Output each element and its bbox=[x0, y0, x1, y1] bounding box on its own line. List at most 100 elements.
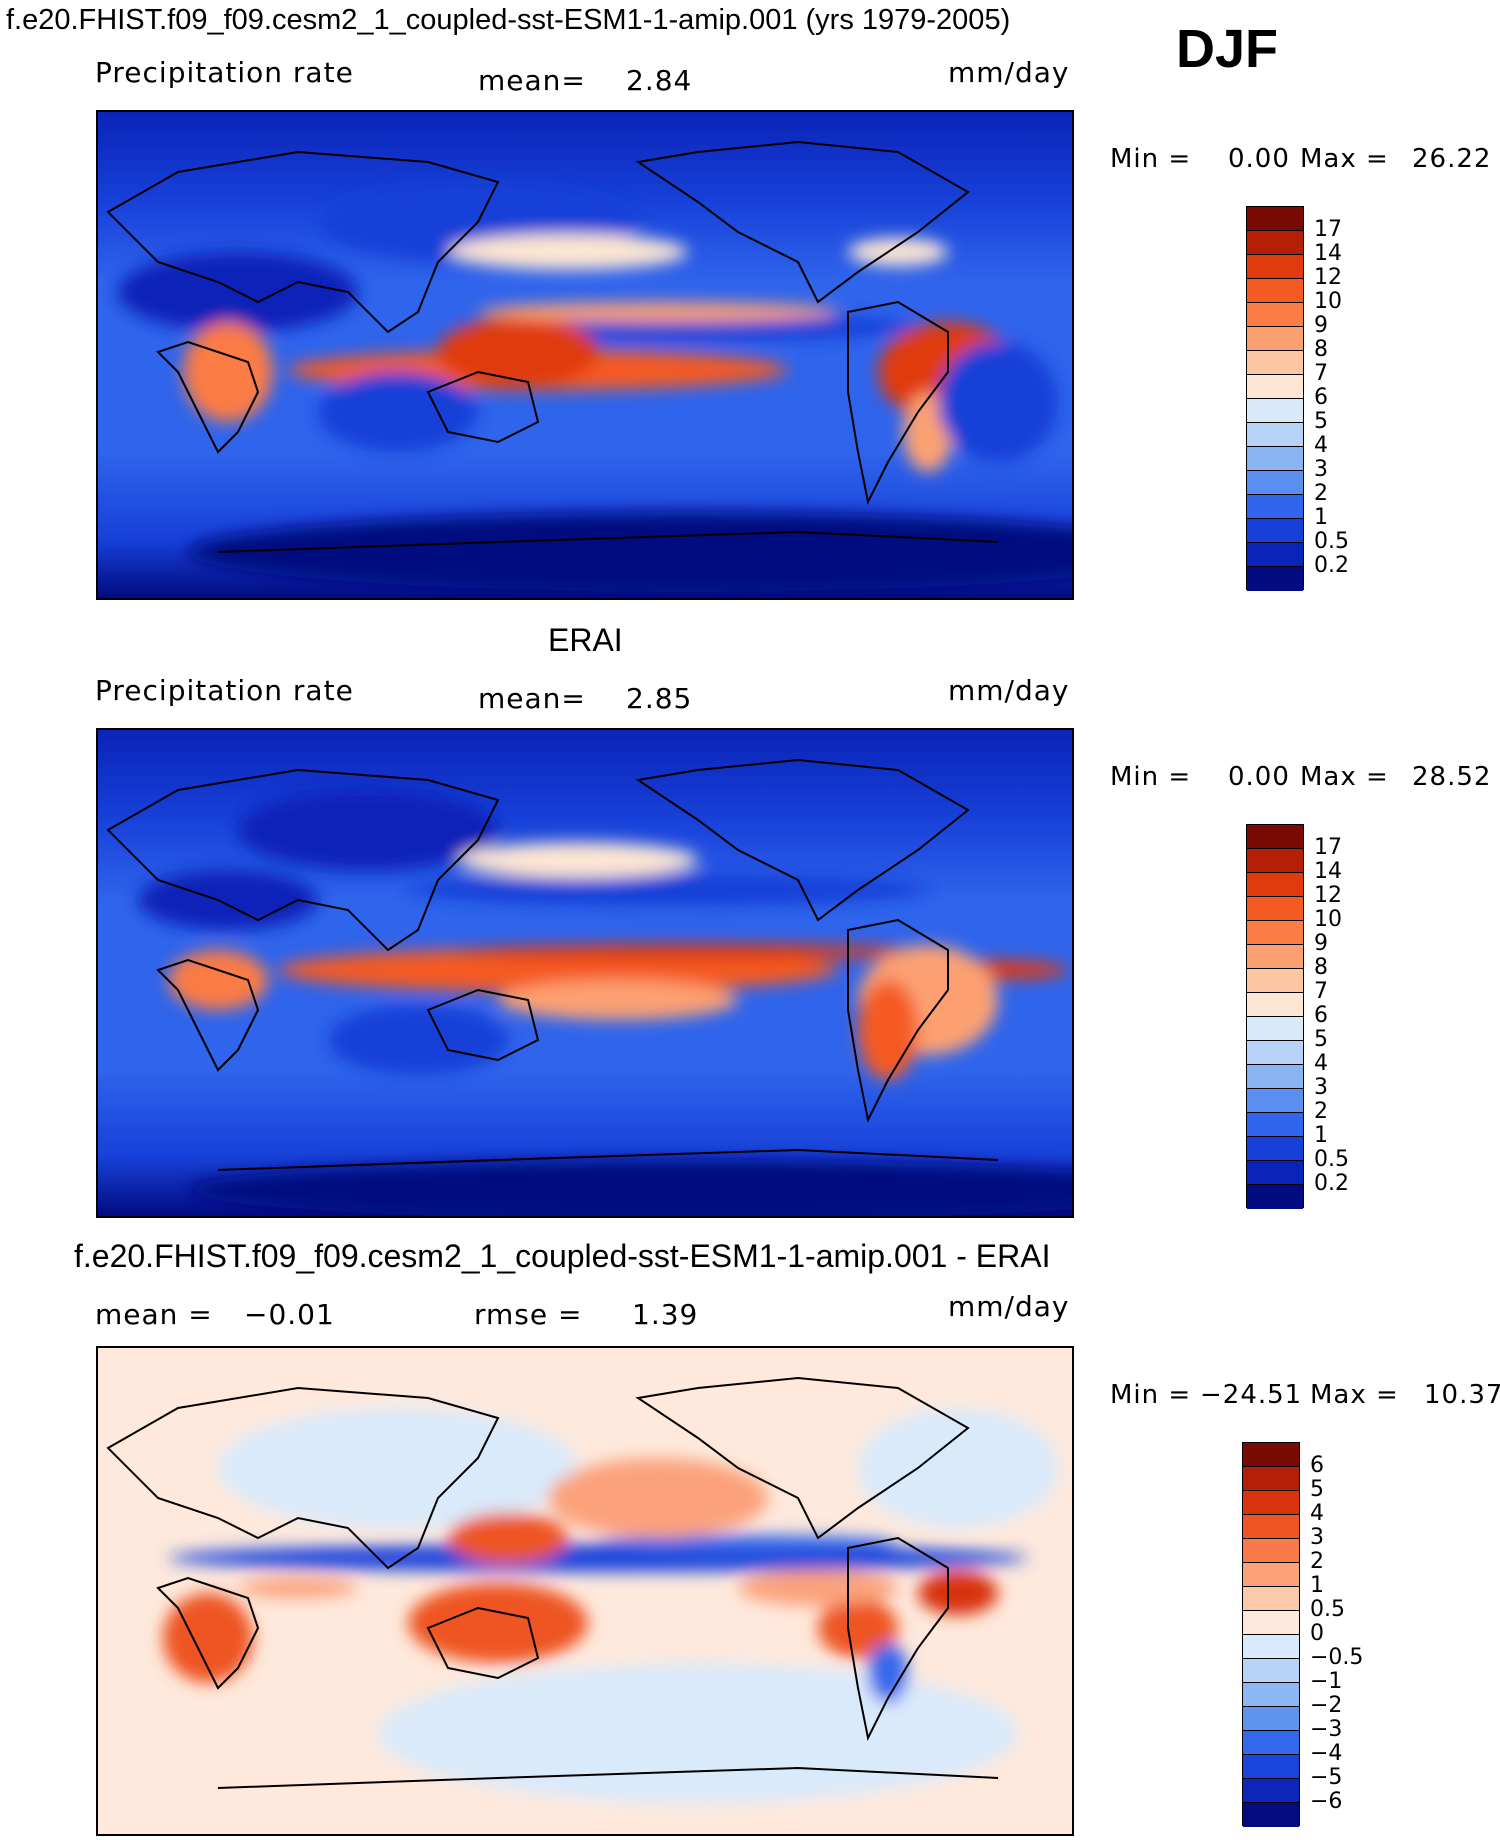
colorbar-tick-label: 5 bbox=[1310, 1477, 1324, 1502]
colorbar-segment bbox=[1247, 351, 1303, 375]
panel2-precip-map bbox=[96, 728, 1074, 1218]
colorbar-segment bbox=[1247, 375, 1303, 399]
colorbar-tick-label: 6 bbox=[1310, 1453, 1324, 1478]
colorbar-segment bbox=[1247, 231, 1303, 255]
panel1-mean-value: 2.84 bbox=[626, 64, 693, 97]
colorbar-segment bbox=[1247, 969, 1303, 993]
panel3-colorbar: 6 5 4 3 2 1 0.5 0 −0.5 −1 −2 −3 −4 −5 −6 bbox=[1242, 1442, 1363, 1827]
panel1-max-label: Max = bbox=[1300, 144, 1389, 174]
colorbar-tick-label: 8 bbox=[1314, 337, 1328, 362]
colorbar-tick-label: 1 bbox=[1314, 505, 1328, 530]
panel2-min-value: 0.00 bbox=[1228, 762, 1290, 792]
colorbar-tick-label: 17 bbox=[1314, 835, 1342, 860]
colorbar-segment bbox=[1247, 279, 1303, 303]
colorbar-box bbox=[1246, 824, 1304, 1209]
colorbar-box bbox=[1242, 1442, 1300, 1827]
colorbar-segment bbox=[1247, 993, 1303, 1017]
colorbar-tick-label: −1 bbox=[1310, 1669, 1343, 1694]
colorbar-tick-label: 0.2 bbox=[1314, 1171, 1349, 1196]
colorbar-segment bbox=[1247, 1185, 1303, 1209]
colorbar-segment bbox=[1247, 945, 1303, 969]
colorbar-tick-label: 12 bbox=[1314, 883, 1342, 908]
colorbar-tick-label: 9 bbox=[1314, 931, 1328, 956]
panel3-max-value: 10.37 bbox=[1424, 1380, 1500, 1410]
panel3-min-value: −24.51 bbox=[1200, 1380, 1303, 1410]
colorbar-segment bbox=[1243, 1443, 1299, 1467]
panel3-title: f.e20.FHIST.f09_f09.cesm2_1_coupled-sst-… bbox=[74, 1238, 1051, 1274]
panel3-mean-value: −0.01 bbox=[244, 1298, 335, 1331]
colorbar-segment bbox=[1247, 471, 1303, 495]
panel3-min-label: Min = bbox=[1110, 1380, 1192, 1410]
panel2-map-canvas bbox=[98, 730, 1072, 1216]
panel2-coastlines bbox=[106, 758, 999, 1171]
colorbar-segment bbox=[1243, 1467, 1299, 1491]
panel1-mean-label: mean= bbox=[478, 64, 586, 97]
panel3-max-label: Max = bbox=[1310, 1380, 1399, 1410]
panel1-precip-map bbox=[96, 110, 1074, 600]
colorbar-tick-label: 0.5 bbox=[1314, 529, 1349, 554]
panel2-mean-value: 2.85 bbox=[626, 682, 693, 715]
colorbar-tick-label: −5 bbox=[1310, 1765, 1343, 1790]
colorbar-tick-label: 2 bbox=[1310, 1549, 1324, 1574]
panel2-field-label: Precipitation rate bbox=[95, 674, 354, 707]
colorbar-tick-label: 6 bbox=[1314, 1003, 1328, 1028]
colorbar-tick-label: −0.5 bbox=[1310, 1645, 1364, 1670]
colorbar-tick-label: 6 bbox=[1314, 385, 1328, 410]
colorbar-tick-label: 3 bbox=[1310, 1525, 1324, 1550]
colorbar-tick-label: 5 bbox=[1314, 409, 1328, 434]
colorbar-tick-label: 2 bbox=[1314, 481, 1328, 506]
colorbar-tick-label: 0.2 bbox=[1314, 553, 1349, 578]
colorbar-tick-label: 4 bbox=[1314, 1051, 1328, 1076]
colorbar-tick-label: 0.5 bbox=[1310, 1597, 1345, 1622]
panel2-mean-label: mean= bbox=[478, 682, 586, 715]
colorbar-segment bbox=[1243, 1635, 1299, 1659]
colorbar-segment bbox=[1247, 495, 1303, 519]
colorbar-segment bbox=[1243, 1755, 1299, 1779]
colorbar-segment bbox=[1243, 1515, 1299, 1539]
colorbar-tick-label: 17 bbox=[1314, 217, 1342, 242]
colorbar-segment bbox=[1243, 1707, 1299, 1731]
colorbar-tick-label: 2 bbox=[1314, 1099, 1328, 1124]
panel2-min-label: Min = bbox=[1110, 762, 1192, 792]
colorbar-tick-label: 10 bbox=[1314, 289, 1342, 314]
panel3-rmse-value: 1.39 bbox=[632, 1298, 699, 1331]
panel3-units: mm/day bbox=[948, 1290, 1070, 1323]
colorbar-tick-label: 1 bbox=[1310, 1573, 1324, 1598]
panel1-min-value: 0.00 bbox=[1228, 144, 1290, 174]
colorbar-segment bbox=[1247, 897, 1303, 921]
figure-title: f.e20.FHIST.f09_f09.cesm2_1_coupled-sst-… bbox=[6, 4, 1011, 36]
colorbar-tick-label: −3 bbox=[1310, 1717, 1343, 1742]
colorbar-segment bbox=[1243, 1611, 1299, 1635]
colorbar-tick-label: 7 bbox=[1314, 361, 1328, 386]
panel2-title: ERAI bbox=[548, 622, 623, 658]
colorbar-segment bbox=[1247, 825, 1303, 849]
colorbar-tick-label: 4 bbox=[1314, 433, 1328, 458]
colorbar-segment bbox=[1243, 1659, 1299, 1683]
colorbar-tick-label: 12 bbox=[1314, 265, 1342, 290]
panel1-max-value: 26.22 bbox=[1412, 144, 1492, 174]
colorbar-tick-label: 8 bbox=[1314, 955, 1328, 980]
colorbar-segment bbox=[1247, 519, 1303, 543]
colorbar-tick-label: 4 bbox=[1310, 1501, 1324, 1526]
colorbar-tick-label: 1 bbox=[1314, 1123, 1328, 1148]
colorbar-segment bbox=[1243, 1731, 1299, 1755]
colorbar-segment bbox=[1247, 1017, 1303, 1041]
panel1-coastlines bbox=[106, 140, 999, 553]
colorbar-tick-label: 0.5 bbox=[1314, 1147, 1349, 1172]
panel2-max-value: 28.52 bbox=[1412, 762, 1492, 792]
colorbar-tick-label: 0 bbox=[1310, 1621, 1324, 1646]
colorbar-segment bbox=[1243, 1779, 1299, 1803]
colorbar-segment bbox=[1247, 543, 1303, 567]
colorbar-tick-label: 3 bbox=[1314, 457, 1328, 482]
colorbar-segment bbox=[1247, 207, 1303, 231]
colorbar-segment bbox=[1247, 849, 1303, 873]
panel3-coastlines bbox=[106, 1376, 999, 1789]
colorbar-tick-label: −6 bbox=[1310, 1789, 1343, 1814]
colorbar-tick-label: −2 bbox=[1310, 1693, 1343, 1718]
colorbar-segment bbox=[1247, 921, 1303, 945]
colorbar-tick-label: 3 bbox=[1314, 1075, 1328, 1100]
colorbar-tick-label: 9 bbox=[1314, 313, 1328, 338]
panel3-map-canvas bbox=[98, 1348, 1072, 1834]
panel3-mean-label: mean = bbox=[95, 1298, 213, 1331]
season-label: DJF bbox=[1176, 19, 1279, 79]
